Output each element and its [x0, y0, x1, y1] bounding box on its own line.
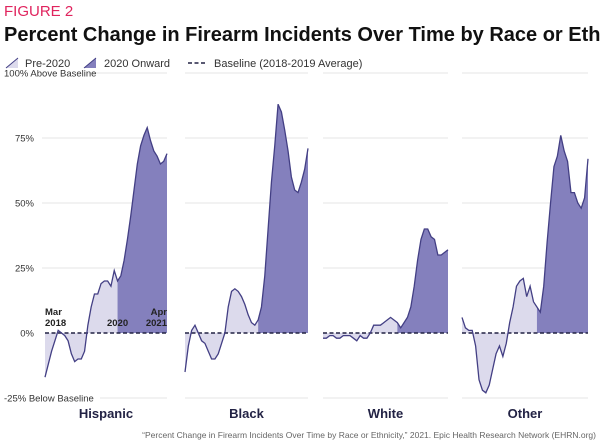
chart-title: Percent Change in Firearm Incidents Over… [4, 24, 600, 46]
legend-baseline-label: Baseline (2018-2019 Average) [214, 58, 362, 70]
y-tick-label: -25% Below Baseline [4, 394, 94, 405]
series-line-white [323, 228, 449, 342]
panel-label: White [368, 406, 403, 421]
area-pre-2020 [45, 270, 118, 378]
legend-2020-onward-line [83, 57, 97, 69]
area-2020-onward [397, 229, 448, 333]
panel-white: White [322, 228, 449, 421]
area-2020-onward [536, 135, 588, 333]
legend-pre-2020-label: Pre-2020 [25, 58, 70, 70]
annotation-end-year: 2021 [146, 318, 168, 329]
y-tick-label: 100% Above Baseline [4, 69, 96, 80]
y-tick-label: 50% [15, 199, 35, 210]
area-pre-2020 [323, 317, 398, 341]
series-line-other [461, 135, 589, 394]
area-2020-onward [258, 104, 308, 333]
y-tick-label: 25% [15, 264, 35, 275]
source-citation: “Percent Change in Firearm Incidents Ove… [142, 430, 596, 440]
area-pre-2020 [185, 288, 259, 372]
panel-label: Hispanic [79, 406, 133, 421]
panel-black: Black [184, 103, 309, 421]
figure-label: FIGURE 2 [4, 3, 73, 20]
annotation-end-month: Apr [151, 307, 168, 318]
legend: Pre-2020 2020 Onward Baseline (2018-2019… [5, 57, 362, 70]
area-pre-2020 [462, 278, 537, 393]
annotation-start-year: 2018 [45, 318, 66, 329]
y-tick-label: 75% [15, 134, 35, 145]
annotation-2020: 2020 [107, 318, 128, 329]
panel-label: Other [508, 406, 543, 421]
series-line-black [184, 103, 309, 373]
panel-label: Black [229, 406, 264, 421]
legend-pre-2020-line [5, 57, 19, 69]
series-line-hispanic [44, 125, 168, 378]
legend-2020-onward-label: 2020 Onward [104, 58, 170, 70]
area-2020-onward [117, 127, 167, 333]
panel-other: Other [461, 135, 589, 421]
annotation-start-month: Mar [45, 307, 62, 318]
y-tick-label: 0% [20, 329, 34, 340]
